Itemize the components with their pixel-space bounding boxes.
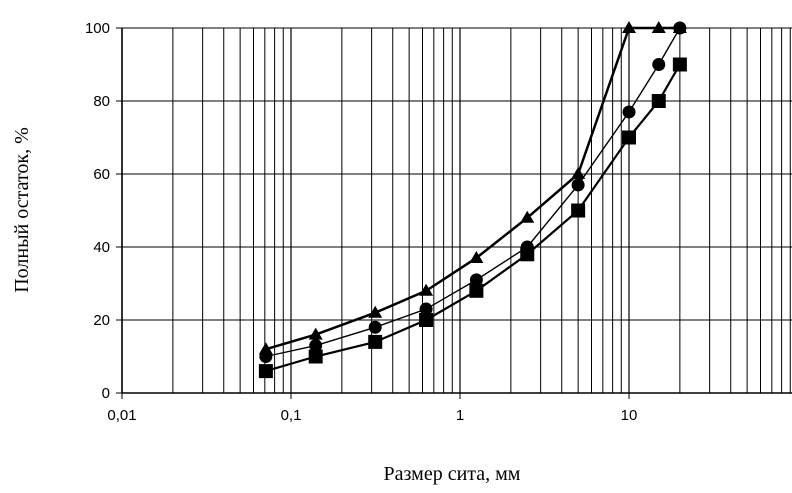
data-point: [652, 58, 666, 71]
y-tick-label: 60: [93, 166, 110, 183]
y-tick-label: 80: [93, 93, 110, 110]
data-point: [308, 327, 323, 340]
data-point: [258, 364, 273, 379]
data-point: [571, 178, 585, 192]
data-point: [469, 250, 484, 263]
data-point: [520, 210, 535, 223]
x-tick-label: 10: [621, 407, 638, 424]
data-point: [520, 247, 535, 262]
y-axis-label: Полный остаток, %: [11, 127, 33, 293]
data-point: [308, 349, 323, 364]
data-point: [419, 302, 433, 316]
data-point: [419, 283, 434, 296]
data-point: [368, 320, 382, 334]
x-axis-label: Размер сита, мм: [384, 463, 521, 485]
data-point: [571, 203, 586, 218]
data-point: [259, 350, 273, 363]
series-square: [258, 57, 687, 379]
data-point: [651, 94, 666, 108]
data-point: [469, 273, 483, 287]
y-tick-label: 40: [93, 239, 110, 256]
data-point: [419, 313, 434, 327]
data-point: [571, 167, 586, 179]
series-line: [265, 27, 681, 358]
y-tick-label: 100: [85, 20, 110, 37]
chart-series: [258, 21, 687, 379]
data-point: [368, 305, 383, 318]
data-point: [673, 21, 687, 35]
data-point: [368, 334, 383, 349]
x-tick-label: 0,01: [107, 407, 136, 424]
x-tick-label: 1: [456, 407, 464, 424]
data-point: [672, 57, 687, 72]
x-tick-label: 0,1: [281, 407, 302, 424]
data-point: [309, 339, 323, 353]
chart-tick-labels: 0 20 40 60 80 100 0,01 0,1 1 10: [85, 20, 637, 424]
y-tick-label: 20: [93, 312, 110, 329]
series-triangle: [258, 21, 687, 355]
chart-grid: [116, 27, 792, 399]
series-line: [265, 63, 681, 373]
series-circle: [259, 21, 687, 363]
y-tick-label: 0: [102, 385, 110, 402]
data-point: [622, 130, 636, 145]
data-point: [651, 21, 666, 33]
data-point: [622, 105, 636, 119]
data-point: [469, 283, 484, 298]
data-point: [622, 21, 636, 33]
series-line: [265, 26, 680, 351]
